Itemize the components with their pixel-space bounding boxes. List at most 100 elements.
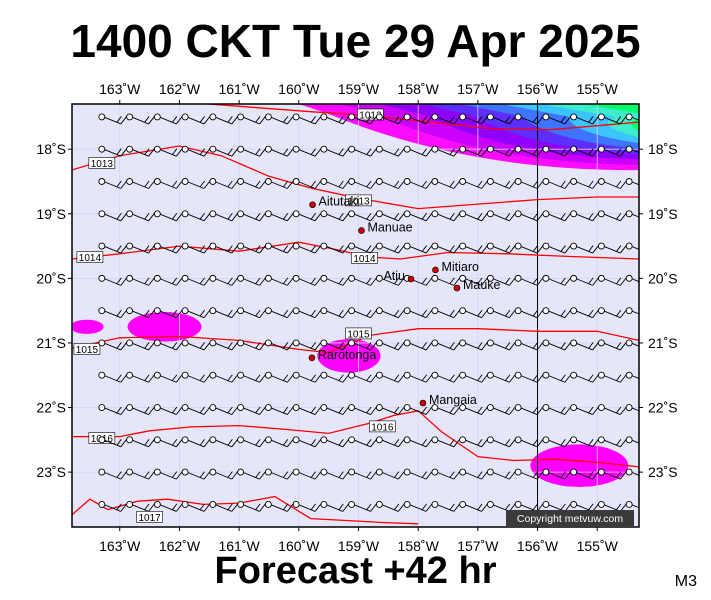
wind-barb xyxy=(375,145,406,157)
station-circle xyxy=(153,242,161,250)
barb-feather xyxy=(449,406,455,414)
place-label: Aitutaki xyxy=(319,195,360,209)
barb-feather xyxy=(449,148,455,155)
wind-barb xyxy=(375,178,406,189)
isobar-label-box xyxy=(345,194,372,207)
station-circle xyxy=(320,178,328,185)
lon-label-top: 157˚W xyxy=(457,81,499,97)
barb-shaft xyxy=(160,343,177,351)
barb-shaft xyxy=(298,278,316,286)
barb-feather xyxy=(449,342,455,349)
station-circle xyxy=(625,436,633,444)
barb-shaft xyxy=(271,407,288,415)
station-circle xyxy=(486,145,494,153)
barb-feather xyxy=(255,342,261,349)
station-circle xyxy=(98,500,106,508)
barb-shaft xyxy=(576,181,593,189)
isobar-label-text: 1015 xyxy=(76,345,99,356)
station-circle xyxy=(98,178,106,185)
barb-shaft xyxy=(271,116,288,125)
isobar-label-text: 1013 xyxy=(91,159,114,170)
barb-feather xyxy=(616,309,622,317)
barb-feather xyxy=(644,439,649,445)
barb-shaft xyxy=(104,472,122,480)
barb-shaft xyxy=(215,116,233,125)
barb-feather xyxy=(199,309,205,317)
barb-shaft xyxy=(104,149,122,157)
station-circle xyxy=(98,145,106,153)
station-circle xyxy=(570,404,578,411)
barb-feather xyxy=(588,213,594,220)
station-circle xyxy=(264,210,272,218)
barb-feather xyxy=(648,309,655,318)
station-circle xyxy=(181,371,189,379)
barb-shaft xyxy=(520,343,538,351)
barb-shaft xyxy=(298,149,316,157)
station-circle xyxy=(264,436,272,444)
station-circle xyxy=(459,404,467,411)
barb-feather xyxy=(144,148,150,155)
barb-feather xyxy=(227,471,233,478)
station-circle xyxy=(431,468,439,476)
barb-feather xyxy=(366,180,372,188)
barb-shaft xyxy=(382,278,399,286)
station-circle xyxy=(514,404,522,411)
barb-shaft xyxy=(215,213,233,222)
barb-shaft xyxy=(160,181,177,189)
station-circle xyxy=(625,404,633,411)
barb-feather xyxy=(199,439,205,446)
station-circle xyxy=(348,307,356,315)
barb-feather xyxy=(477,342,483,349)
barb-feather xyxy=(227,309,233,317)
barb-feather xyxy=(199,374,205,381)
isobar-layer: 1012101310131014101410151015101610161017 xyxy=(72,104,639,525)
barb-shaft xyxy=(409,181,427,189)
station-circle xyxy=(209,210,217,218)
barb-feather xyxy=(449,439,455,446)
wind-barb xyxy=(625,436,649,445)
barb-feather xyxy=(366,213,372,220)
barb-feather xyxy=(421,245,427,252)
barb-shaft xyxy=(576,407,593,415)
barb-shaft xyxy=(493,278,510,286)
wind-barb xyxy=(181,242,212,254)
barb-shaft xyxy=(271,213,288,222)
barb-feather xyxy=(588,406,594,414)
barb-feather xyxy=(421,116,427,123)
lat-label-right: 19˚S xyxy=(648,206,678,222)
barb-feather xyxy=(338,374,344,381)
station-circle xyxy=(181,468,189,476)
barb-shaft xyxy=(354,310,371,319)
station-circle xyxy=(209,307,217,315)
barb-shaft xyxy=(465,246,482,254)
station-circle xyxy=(292,436,300,444)
barb-shaft xyxy=(243,213,260,222)
station-circle xyxy=(181,145,189,153)
barb-shaft xyxy=(631,213,639,218)
copyright-text: Copyright metvuw.com xyxy=(517,513,623,525)
lon-label-bottom: 161˚W xyxy=(218,538,260,554)
station-circle xyxy=(597,242,605,250)
barb-feather xyxy=(255,471,261,478)
barb-feather xyxy=(338,213,344,220)
wind-barb xyxy=(486,145,517,157)
barb-feather xyxy=(283,116,289,123)
rain-area xyxy=(72,319,104,334)
barb-feather xyxy=(283,471,289,478)
station-circle xyxy=(126,178,134,185)
barb-feather xyxy=(310,406,316,414)
lat-label-right: 18˚S xyxy=(648,141,678,157)
wind-barb xyxy=(181,371,212,383)
barb-shaft xyxy=(187,343,205,351)
barb-shaft xyxy=(243,504,260,512)
barb-shaft xyxy=(132,375,149,383)
barb-shaft xyxy=(160,504,177,512)
barb-feather xyxy=(648,179,655,188)
barb-feather xyxy=(255,439,261,446)
barb-feather xyxy=(366,342,372,349)
station-circle xyxy=(514,242,522,250)
station-circle xyxy=(459,145,467,153)
barb-shaft xyxy=(520,472,538,480)
barb-shaft xyxy=(382,343,399,351)
barb-shaft xyxy=(604,375,621,383)
